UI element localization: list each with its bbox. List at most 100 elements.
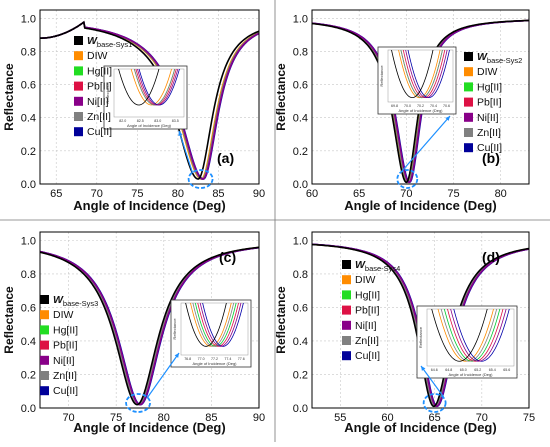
inset-pointer-arrow <box>420 365 445 398</box>
y-tick-label: 0.8 <box>293 46 308 58</box>
arrow-head-icon <box>174 353 179 358</box>
legend-swatch <box>74 66 83 76</box>
legend-label-main: DIW <box>355 274 376 286</box>
inset-x-tick-label: 77.4 <box>224 357 231 361</box>
y-tick-label: 0.6 <box>21 302 36 314</box>
y-tick-label: 0.0 <box>21 403 36 415</box>
inset-x-axis-label: Angle of Incidence (Deg) <box>127 123 172 128</box>
arrow-head-icon <box>178 131 183 136</box>
legend-label: Cu[II] <box>87 126 112 138</box>
inset-y-axis-label: Reflectance <box>172 318 177 340</box>
legend-label: DIW <box>53 309 74 321</box>
inset-series-group <box>118 69 180 106</box>
legend-swatch <box>40 310 49 320</box>
y-tick-label: 0.2 <box>293 146 308 158</box>
inset-y-axis-label: Reflectance <box>418 326 423 348</box>
legend-label: Pb[II] <box>53 340 78 352</box>
y-axis-label: Reflectance <box>2 286 16 354</box>
inset-x-tick-label: 70.4 <box>430 104 437 108</box>
legend-label-main: W <box>477 51 488 63</box>
legend-label-subscript: base-Sys4 <box>365 264 400 273</box>
inset-x-tick-label: 70.2 <box>417 104 424 108</box>
dip-highlight-circle <box>125 393 151 413</box>
x-tick-label: 70 <box>62 412 74 424</box>
x-tick-label: 80 <box>172 188 184 200</box>
inset-series-line <box>440 309 498 362</box>
x-tick-label: 55 <box>334 412 346 424</box>
inset-x-tick-label: 65.6 <box>503 368 510 372</box>
legend-label-main: Zn[II] <box>355 335 379 347</box>
x-tick-label: 75 <box>110 412 122 424</box>
y-axis-label: Reflectance <box>274 63 288 131</box>
legend-label: Ni[II] <box>53 355 75 367</box>
inset-frame <box>170 299 252 368</box>
legend-label: Zn[II] <box>87 111 111 123</box>
series-line-niii <box>40 246 259 406</box>
legend-swatch <box>40 355 49 365</box>
y-tick-label: 0.8 <box>21 269 36 281</box>
plot-frame <box>311 231 530 409</box>
x-tick-label: 75 <box>447 188 459 200</box>
x-tick-label: 90 <box>253 412 265 424</box>
inset-y-axis-label: Reflectance <box>379 65 384 87</box>
legend-label: Ni[II] <box>477 112 499 124</box>
legend-label: Cu[II] <box>355 350 380 362</box>
legend-swatch <box>464 67 473 77</box>
legend-label-main: Cu[II] <box>87 126 112 138</box>
y-tick-label: 0.0 <box>293 403 308 415</box>
inset-x-axis-label: Angle of Incidence (Deg) <box>398 108 443 113</box>
legend-label-main: Cu[II] <box>477 142 502 154</box>
legend-label: Ni[II] <box>87 96 109 108</box>
series-line-w <box>40 20 259 180</box>
legend-label: Zn[II] <box>477 127 501 139</box>
legend-label: Hg[II] <box>53 324 78 336</box>
inset-x-tick-label: 76.8 <box>184 357 191 361</box>
inset-panel: 64.6 64.8 65.0 65.2 65.4 65.6 Angle of Inciden… <box>416 305 518 379</box>
inset-x-tick-label: 77.2 <box>211 357 218 361</box>
inset-plot-area <box>113 68 185 118</box>
inset-x-tick-label: 64.8 <box>445 368 452 372</box>
panel-label: (a) <box>217 150 234 166</box>
panel-label: (b) <box>482 150 500 166</box>
legend-label-main: Cu[II] <box>355 350 380 362</box>
inset-series-line <box>118 69 160 106</box>
inset-series-group <box>391 50 450 99</box>
x-axis-label: Angle of Incidence (Deg) <box>73 420 225 435</box>
plot-frame <box>39 9 260 185</box>
legend-label-subscript: base-Sys3 <box>63 299 98 308</box>
inset-series-line <box>133 69 176 106</box>
legend-label-main: Hg[II] <box>355 289 380 301</box>
arrow-head-icon <box>421 366 426 371</box>
legend-label-main: Pb[II] <box>477 97 502 109</box>
legend-label: Wbase-Sys3 <box>53 294 98 308</box>
legend-swatch <box>342 351 351 361</box>
legend-label: Pb[II] <box>477 97 502 109</box>
series-group <box>40 246 259 406</box>
legend-swatch <box>464 112 473 122</box>
inset-series-line <box>405 50 448 99</box>
inset-series-line <box>137 69 179 106</box>
inset-x-tick-label: 65.0 <box>460 368 467 372</box>
inset-plot-area <box>180 302 249 356</box>
legend-label-main: Zn[II] <box>477 127 501 139</box>
x-tick-label: 75 <box>523 412 535 424</box>
legend-label: DIW <box>477 66 498 78</box>
legend-label: Zn[II] <box>53 370 77 382</box>
x-axis-label: Angle of Incidence (Deg) <box>73 198 225 213</box>
legend-label-main: Pb[II] <box>355 305 380 317</box>
legend-label-subscript: base-Sys2 <box>487 56 522 65</box>
inset-series-line <box>391 50 434 99</box>
legend-label-main: DIW <box>477 66 498 78</box>
x-tick-label: 70 <box>400 188 412 200</box>
inset-x-tick-label: 83.0 <box>154 119 161 123</box>
legend-swatch <box>74 81 83 91</box>
y-tick-label: 0.0 <box>293 179 308 191</box>
y-tick-label: 0.4 <box>21 336 36 348</box>
legend-swatch <box>464 143 473 153</box>
inset-plot-area <box>426 308 515 367</box>
y-tick-label: 0.8 <box>21 46 36 58</box>
inset-series-line <box>197 303 239 347</box>
inset-series-line <box>199 303 242 347</box>
